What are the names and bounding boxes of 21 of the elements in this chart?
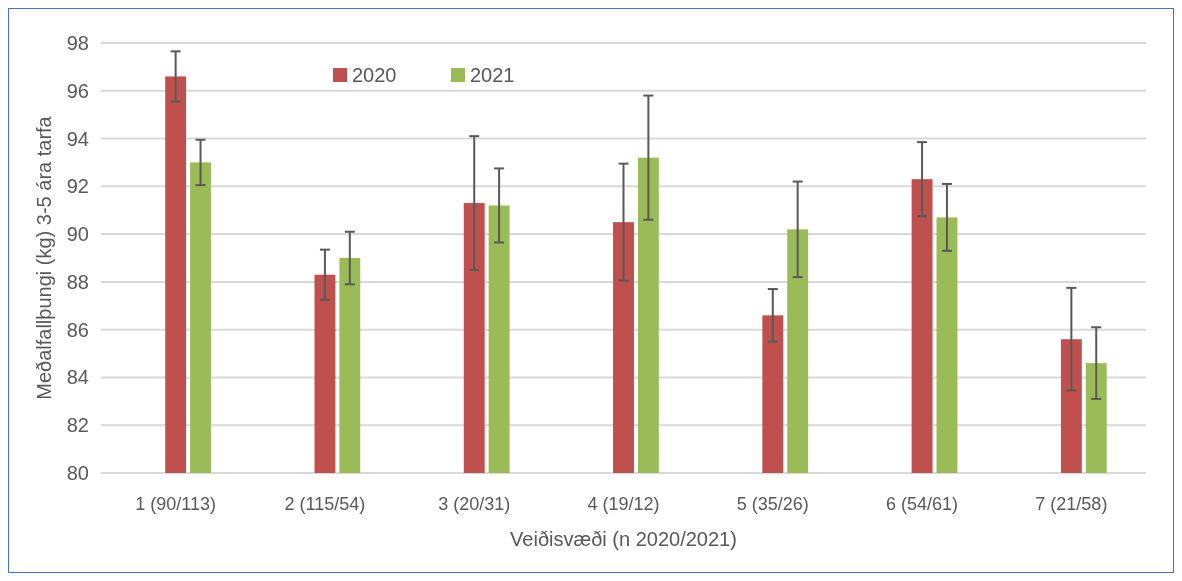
legend-label: 2020 (352, 64, 397, 86)
y-tick-label: 88 (66, 270, 89, 293)
y-tick-label: 86 (66, 318, 89, 341)
y-tick-label: 80 (66, 462, 89, 484)
x-tick-label: 1 (90/113) (135, 494, 216, 514)
y-tick-label: 90 (66, 223, 89, 246)
x-tick-label: 2 (115/54) (284, 494, 366, 514)
y-tick-label: 96 (66, 79, 89, 102)
y-tick-label: 84 (66, 366, 89, 389)
x-tick-label: 3 (20/31) (438, 494, 511, 514)
y-axis-title: Meðalfallþungi (kg) 3-5 ára tarfa (33, 115, 55, 400)
x-axis-title: Veiðisvæði (n 2020/2021) (510, 528, 737, 550)
legend-label: 2021 (470, 64, 515, 86)
y-tick-label: 94 (66, 127, 89, 150)
y-tick-label: 98 (66, 32, 89, 54)
x-tick-label: 6 (54/61) (886, 494, 959, 514)
y-tick-label: 82 (66, 414, 89, 437)
x-tick-label: 5 (35/26) (736, 494, 809, 514)
x-tick-label: 4 (19/12) (587, 494, 660, 514)
x-tick-label: 7 (21/58) (1035, 494, 1108, 514)
y-tick-label: 92 (66, 175, 89, 198)
